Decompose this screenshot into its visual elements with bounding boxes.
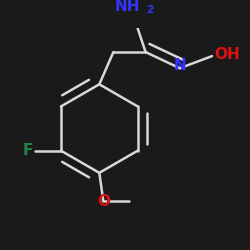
Text: 2: 2 [146, 5, 154, 15]
Text: OH: OH [214, 46, 240, 62]
Text: F: F [22, 143, 33, 158]
Text: O: O [97, 194, 110, 208]
Text: N: N [174, 58, 186, 73]
Text: NH: NH [115, 0, 140, 14]
